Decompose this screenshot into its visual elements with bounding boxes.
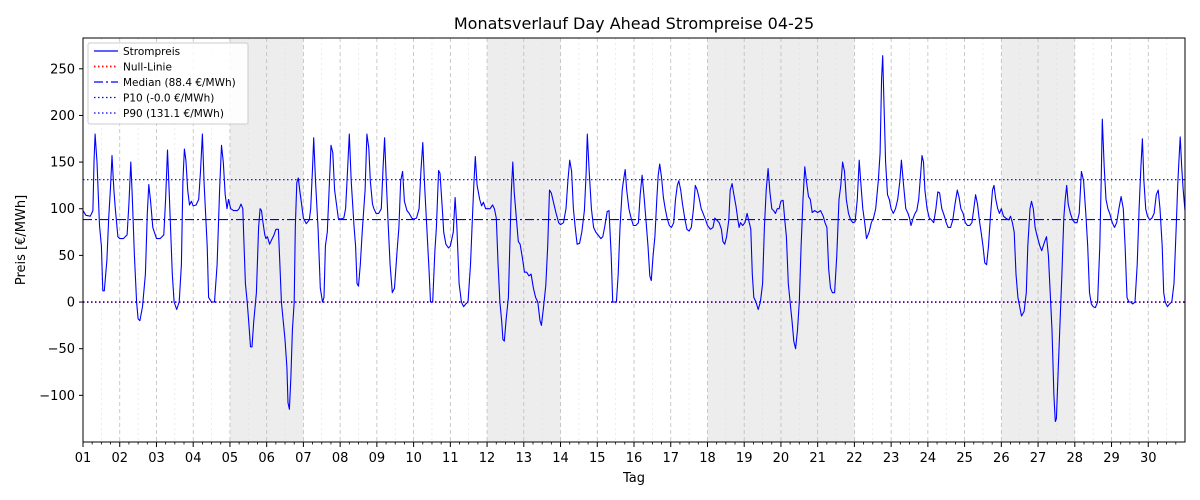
y-tick-label: −50	[48, 342, 75, 357]
x-tick-label: 25	[956, 451, 973, 466]
x-tick-label: 16	[626, 451, 643, 466]
price-series	[82, 55, 1186, 423]
x-tick-label: 21	[809, 451, 826, 466]
x-tick-label: 14	[552, 451, 569, 466]
y-axis-label: Preis [€/MWh]	[14, 195, 29, 285]
y-tick-label: 150	[50, 156, 75, 171]
x-tick-label: 09	[369, 451, 386, 466]
x-tick-label: 07	[295, 451, 312, 466]
x-tick-label: 01	[75, 451, 92, 466]
legend-label: Null-Linie	[123, 62, 172, 74]
x-tick-label: 04	[185, 451, 202, 466]
x-tick-label: 06	[258, 451, 275, 466]
x-tick-label: 18	[699, 451, 716, 466]
x-tick-label: 20	[773, 451, 790, 466]
x-tick-label: 17	[662, 451, 679, 466]
legend: Strompreis Null-Linie Median (88.4 €/MWh) P…	[87, 42, 249, 125]
x-tick-label: 19	[736, 451, 753, 466]
series-line-strompreis	[82, 55, 1186, 423]
x-tick-label: 30	[1140, 451, 1157, 466]
legend-label: Strompreis	[123, 46, 180, 58]
y-tick-label: 0	[67, 296, 75, 311]
chart-title: Monatsverlauf Day Ahead Strompreise 04-2…	[454, 14, 814, 33]
x-tick-label: 15	[589, 451, 606, 466]
legend-label: P90 (131.1 €/MWh)	[123, 108, 224, 120]
x-tick-label: 03	[148, 451, 165, 466]
y-tick-label: 250	[50, 62, 75, 77]
y-tick-label: 100	[50, 202, 75, 217]
x-axis-label: Tag	[622, 471, 645, 486]
x-tick-label: 11	[442, 451, 459, 466]
legend-box	[87, 42, 249, 125]
x-tick-label: 27	[1030, 451, 1047, 466]
x-tick-label: 13	[516, 451, 533, 466]
x-tick-label: 05	[222, 451, 239, 466]
legend-label: P10 (-0.0 €/MWh)	[123, 93, 214, 105]
legend-label: Median (88.4 €/MWh)	[123, 77, 236, 89]
y-tick-label: 200	[50, 109, 75, 124]
x-tick-label: 26	[993, 451, 1010, 466]
x-tick-label: 02	[111, 451, 128, 466]
x-tick-label: 12	[479, 451, 496, 466]
x-tick-label: 22	[846, 451, 863, 466]
x-tick-label: 23	[883, 451, 900, 466]
x-tick-label: 28	[1067, 451, 1084, 466]
x-tick-label: 29	[1103, 451, 1120, 466]
y-tick-label: 50	[58, 249, 75, 264]
x-tick-label: 08	[332, 451, 349, 466]
x-tick-label: 24	[920, 451, 937, 466]
x-axis: 01 02 03 04 05 06 07 08 09 10 11 12 13 14 15 16 17 18 19 20…	[75, 442, 1177, 466]
reference-lines	[83, 179, 1185, 303]
y-tick-label: −100	[39, 389, 75, 404]
x-tick-label: 10	[405, 451, 422, 466]
y-axis: −100 −50 0 50 100 150 200 250	[39, 62, 83, 404]
